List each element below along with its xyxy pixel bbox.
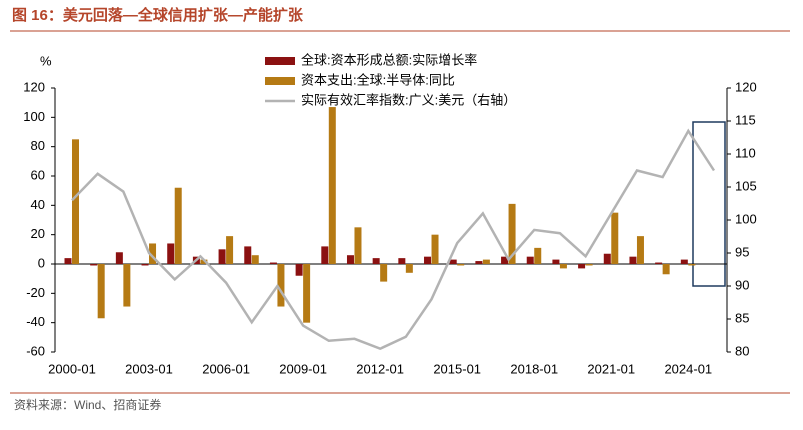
- bar: [346, 255, 354, 264]
- bar: [303, 264, 311, 323]
- bar: [72, 139, 79, 264]
- bar: [398, 258, 406, 264]
- bar: [475, 261, 483, 264]
- bar: [141, 264, 149, 266]
- bar: [578, 264, 586, 269]
- bar: [662, 264, 670, 275]
- bar: [380, 264, 388, 282]
- x-tick-label: 2024-01: [664, 361, 712, 376]
- bar: [680, 259, 688, 264]
- bar: [64, 258, 72, 264]
- bar: [449, 259, 457, 264]
- y-axis-label: %: [40, 53, 52, 68]
- bar: [655, 262, 663, 264]
- x-tick-label: 2009-01: [279, 361, 327, 376]
- bar: [611, 212, 619, 264]
- y2-tick-label: 80: [735, 343, 749, 358]
- y-tick-label: 40: [31, 197, 45, 212]
- bar: [501, 256, 509, 264]
- y2-tick-label: 120: [735, 79, 757, 94]
- chart-title: 图 16：美元回落—全球信用扩张—产能扩张: [12, 6, 304, 24]
- bar: [277, 264, 285, 307]
- bar: [526, 256, 534, 264]
- bar: [200, 259, 208, 264]
- y-tick-label: -20: [26, 285, 45, 300]
- bar: [629, 256, 637, 264]
- y-tick-label: 100: [23, 109, 45, 124]
- bar: [431, 234, 439, 264]
- x-tick-label: 2000-01: [48, 361, 96, 376]
- x-tick-label: 2015-01: [433, 361, 481, 376]
- bar: [123, 264, 131, 307]
- bar: [295, 264, 303, 276]
- x-tick-label: 2018-01: [510, 361, 558, 376]
- y-tick-label: 120: [23, 79, 45, 94]
- x-tick-label: 2003-01: [125, 361, 173, 376]
- highlight-box: [692, 121, 726, 287]
- bar: [688, 264, 696, 266]
- y-tick-label: -60: [26, 343, 45, 358]
- bar: [218, 249, 226, 264]
- bar: [251, 255, 259, 264]
- y2-tick-label: 115: [735, 112, 756, 127]
- bar: [328, 107, 336, 264]
- y2-tick-label: 110: [735, 145, 756, 160]
- bar: [354, 227, 362, 264]
- legend-label: 资本支出:全球:半导体:同比: [301, 72, 455, 87]
- bar: [244, 246, 252, 264]
- legend-label: 全球:资本形成总额:实际增长率: [301, 52, 477, 67]
- x-tick-label: 2012-01: [356, 361, 404, 376]
- bar: [508, 203, 516, 264]
- bar: [405, 264, 413, 273]
- y2-tick-label: 105: [735, 178, 757, 193]
- bar: [424, 256, 432, 264]
- y-tick-label: 20: [31, 226, 45, 241]
- bar: [226, 236, 234, 264]
- bar: [534, 247, 542, 264]
- bar: [115, 252, 123, 264]
- y2-tick-label: 90: [735, 277, 749, 292]
- bar: [585, 264, 593, 266]
- source: 资料来源：Wind、招商证券: [14, 397, 161, 412]
- bar: [321, 246, 329, 264]
- legend-swatch: [265, 57, 295, 65]
- y-tick-label: 80: [31, 138, 45, 153]
- y2-tick-label: 85: [735, 310, 749, 325]
- bar: [97, 264, 105, 319]
- x-tick-label: 2006-01: [202, 361, 250, 376]
- line: [71, 128, 716, 351]
- y2-tick-label: 100: [735, 211, 757, 226]
- y-tick-label: -40: [26, 314, 45, 329]
- legend-label: 实际有效汇率指数:广义:美元（右轴）: [301, 92, 516, 107]
- y-tick-label: 0: [38, 255, 45, 270]
- y-tick-label: 60: [31, 167, 45, 182]
- bar: [269, 262, 277, 264]
- bar: [552, 259, 560, 264]
- bar: [482, 259, 490, 264]
- bar: [90, 264, 98, 266]
- bar: [174, 187, 182, 264]
- bar: [372, 258, 380, 264]
- legend-swatch: [265, 77, 295, 85]
- bar: [636, 236, 644, 264]
- bar: [457, 264, 465, 266]
- bar: [603, 253, 611, 264]
- bar: [149, 243, 157, 264]
- y2-tick-label: 95: [735, 244, 749, 259]
- bar: [559, 264, 567, 269]
- bar: [167, 243, 175, 264]
- x-tick-label: 2021-01: [587, 361, 635, 376]
